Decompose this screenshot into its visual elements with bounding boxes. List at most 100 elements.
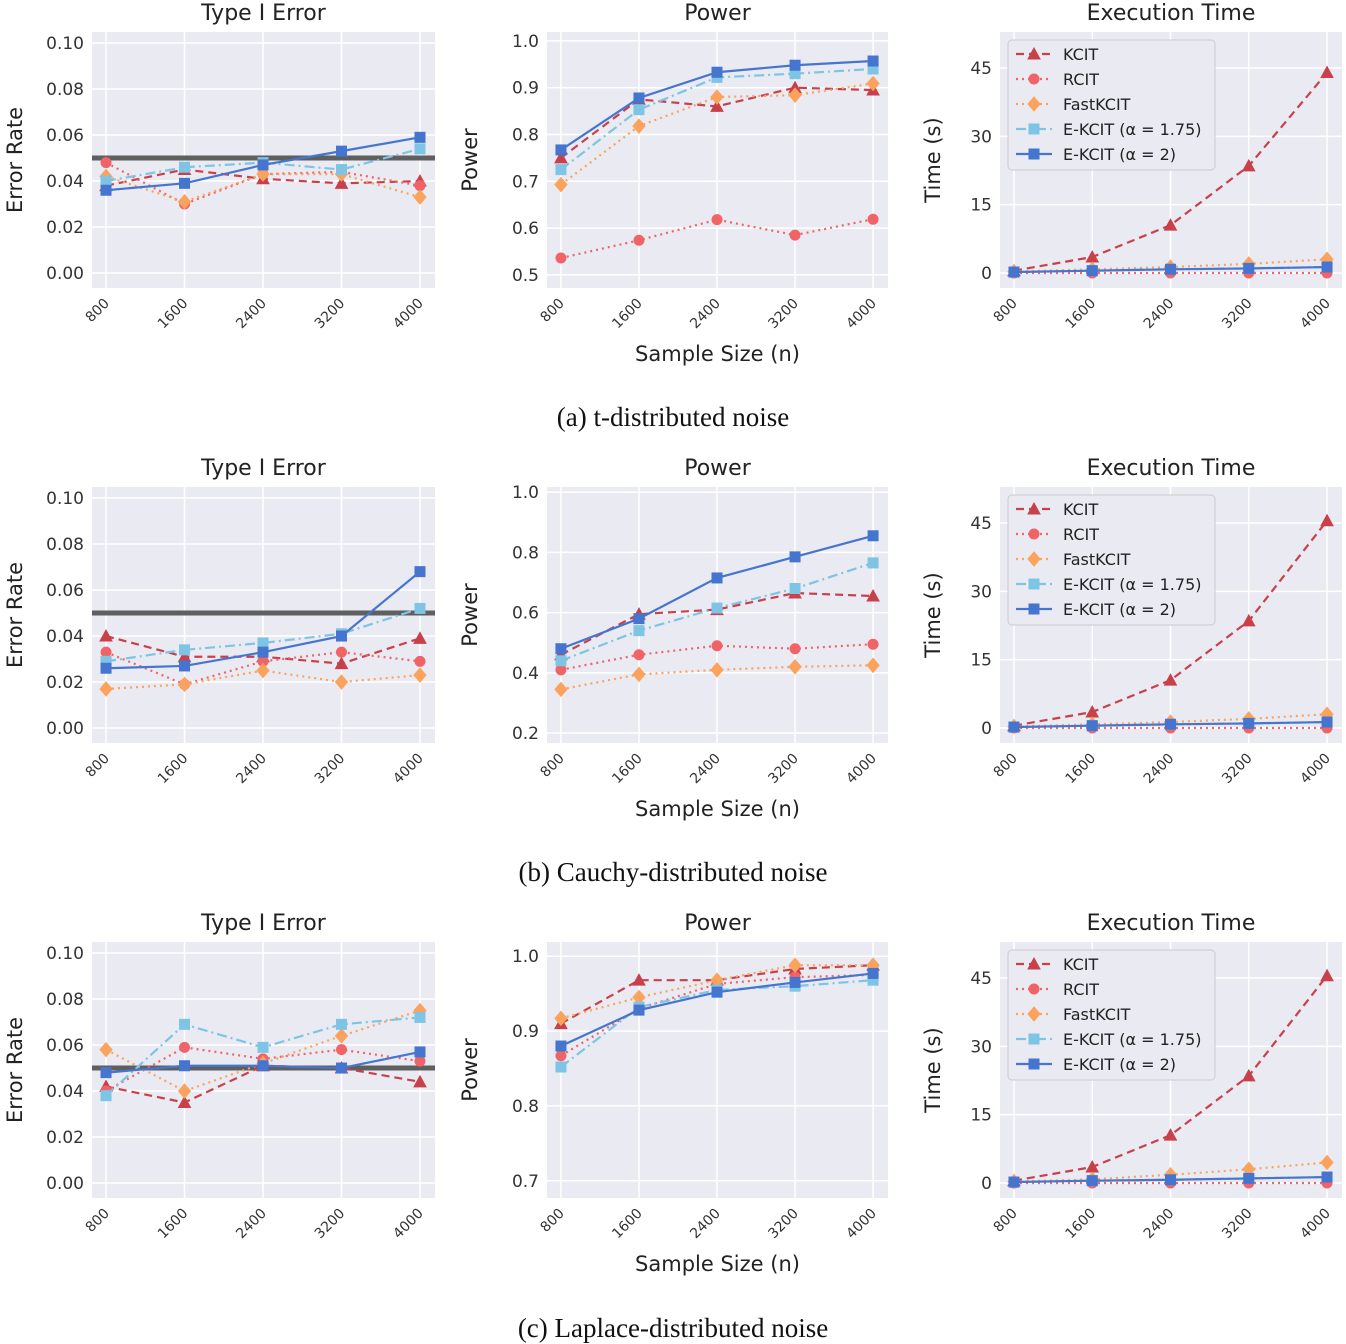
x-tick-label: 2400 (233, 296, 270, 333)
y-axis-label: Error Rate (3, 562, 27, 668)
legend-label: E-KCIT (α = 1.75) (1063, 1030, 1201, 1049)
data-point (257, 1041, 269, 1053)
series-line (560, 973, 874, 1057)
data-point (1243, 1172, 1255, 1184)
legend-label: E-KCIT (α = 2) (1063, 600, 1176, 619)
data-point (257, 159, 269, 171)
data-point (1243, 262, 1255, 274)
data-point (1320, 1154, 1334, 1171)
x-tick-label: 1600 (155, 751, 192, 788)
subplot-2-2: 0 15 30 45 800 1600 2400 3200 4000 Execution Time… (921, 911, 1342, 1242)
y-tick-label: 0.6 (512, 604, 539, 624)
data-point (633, 1004, 645, 1016)
data-point (335, 1062, 347, 1074)
data-point (100, 157, 112, 169)
x-tick-label: 3200 (312, 751, 349, 788)
x-tick-label: 1600 (609, 1206, 646, 1243)
x-tick-label: 1600 (155, 296, 192, 333)
legend-label: KCIT (1063, 45, 1099, 64)
subplot-title: Execution Time (1087, 1, 1256, 26)
x-tick-label: 3200 (765, 296, 802, 333)
data-point (414, 131, 426, 143)
x-tick-label: 4000 (843, 1206, 880, 1243)
legend-label: KCIT (1063, 500, 1099, 519)
data-point (414, 566, 426, 578)
y-tick-label: 0.10 (46, 34, 84, 54)
data-point (414, 1055, 426, 1067)
subplot-1-2: 0 15 30 45 800 1600 2400 3200 4000 Execution Time… (921, 456, 1342, 787)
subplot-0-0: 0.00 0.02 0.04 0.06 0.08 0.10 800 1600 2400 3200 4… (3, 1, 435, 332)
y-axis-label: Error Rate (3, 1017, 27, 1123)
y-tick-label: 30 (970, 582, 992, 602)
x-axis-label: Sample Size (n) (635, 1252, 800, 1276)
series-e-kcit-2- (1008, 1171, 1333, 1188)
series-fastkcit (554, 657, 880, 698)
subplot-title: Type I Error (200, 911, 327, 936)
x-tick-label: 4000 (390, 751, 427, 788)
data-point (100, 175, 112, 187)
y-tick-label: 0.7 (512, 1172, 539, 1192)
legend-marker (1027, 956, 1041, 970)
x-tick-label: 3200 (1219, 1206, 1256, 1243)
data-point (256, 166, 270, 182)
legend-marker (1028, 578, 1040, 590)
data-point (866, 75, 880, 92)
data-point (414, 655, 426, 667)
data-point (179, 1060, 191, 1072)
data-point (554, 176, 568, 193)
x-tick-label: 3200 (1219, 751, 1256, 788)
y-tick-label: 0.8 (512, 125, 539, 145)
series-fastkcit (554, 75, 880, 193)
data-point (1241, 1068, 1256, 1082)
data-point (414, 180, 426, 192)
data-point (177, 1095, 192, 1109)
y-tick-label: 0.9 (512, 1022, 539, 1042)
y-tick-label: 0 (981, 719, 992, 739)
data-point (257, 637, 269, 649)
subplot-title: Type I Error (200, 1, 327, 26)
data-point (710, 99, 724, 112)
y-tick-label: 15 (970, 196, 992, 216)
legend-label: RCIT (1063, 980, 1099, 999)
series-line (105, 161, 421, 206)
y-tick-label: 30 (970, 1037, 992, 1057)
series-line (105, 173, 421, 203)
x-tick-label: 3200 (765, 751, 802, 788)
data-point (1243, 717, 1255, 729)
data-point (867, 638, 879, 650)
x-tick-label: 4000 (390, 1206, 427, 1243)
subplot-title: Power (684, 456, 751, 481)
legend-marker (1028, 528, 1040, 540)
data-point (334, 176, 349, 189)
series-e-kcit-1-75- (555, 557, 879, 667)
subplot-2-1: 0.7 0.8 0.9 1.0 800 1600 2400 3200 4000 Power Powe… (458, 911, 888, 1276)
data-point (334, 1028, 349, 1044)
legend: KCIT RCIT FastKCIT E-KCIT (α = 1.75) E-KCIT … (1007, 494, 1216, 626)
subplot-1-0: 0.00 0.02 0.04 0.06 0.08 0.10 800 1600 2400 3200 4… (3, 456, 435, 787)
x-tick-label: 2400 (1141, 296, 1178, 333)
data-point (711, 214, 723, 226)
series-e-kcit-2- (100, 566, 426, 674)
x-tick-label: 2400 (1141, 751, 1178, 788)
data-point (788, 957, 802, 973)
x-tick-label: 800 (83, 1206, 113, 1236)
y-tick-label: 0.8 (512, 1097, 539, 1117)
data-point (867, 55, 879, 67)
subplot-title: Power (684, 1, 751, 26)
data-point (1320, 968, 1334, 982)
data-point (177, 1083, 192, 1099)
y-tick-label: 0.04 (46, 1082, 84, 1102)
x-tick-label: 1600 (609, 751, 646, 788)
series-e-kcit-2- (1008, 716, 1333, 733)
y-tick-label: 0.06 (46, 126, 84, 146)
y-tick-label: 0 (981, 264, 992, 284)
legend-label: E-KCIT (α = 1.75) (1063, 120, 1201, 139)
y-tick-label: 0.8 (512, 543, 539, 563)
data-point (177, 676, 192, 693)
legend-marker (1027, 551, 1041, 567)
series-line (560, 964, 874, 1025)
x-tick-label: 800 (538, 751, 568, 781)
y-tick-label: 15 (970, 651, 992, 671)
data-point (99, 681, 113, 697)
series-e-kcit-1-75- (100, 1011, 426, 1102)
